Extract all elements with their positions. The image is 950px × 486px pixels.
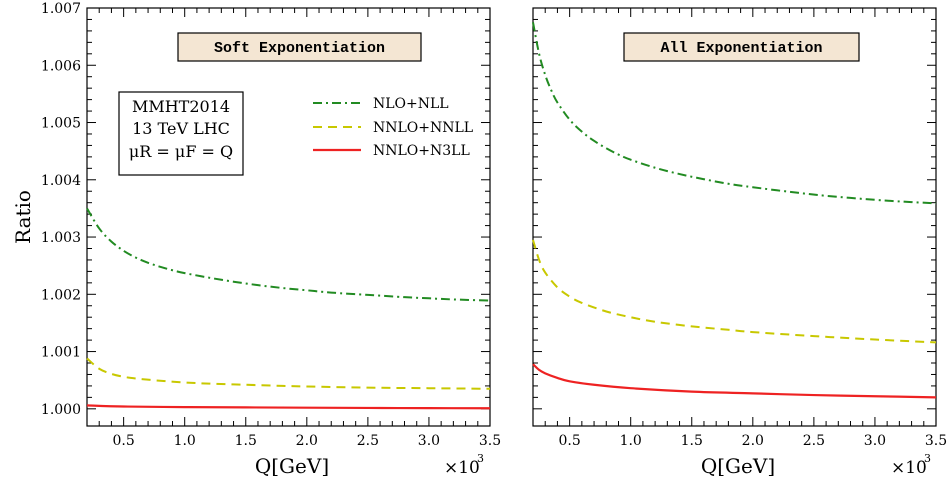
panel-all-exponentiation: 0.5 1.0 1.5 2.0 2.5 3.0 3.5 All Exponentiation…: [532, 7, 948, 478]
y-tick-label: 1.001: [41, 345, 81, 361]
x-tick-label: 3.0: [864, 433, 886, 449]
x-tick-label: 2.5: [357, 433, 379, 449]
legend-label-nlo-nll: NLO+NLL: [373, 96, 449, 112]
title-box: [623, 32, 860, 62]
y-tick-label: 1.003: [41, 230, 81, 246]
legend: NLO+NLL NNLO+NNLL NNLO+N3LL: [313, 96, 473, 159]
x-tick-label: 2.0: [296, 433, 318, 449]
series-line-nlo-nll: [532, 22, 937, 205]
info-line-2: 13 TeV LHC: [132, 119, 230, 138]
y-tick-label: 1.002: [41, 287, 81, 303]
axis-ticks: [532, 7, 937, 426]
x-scale-exponent: 3: [924, 452, 931, 465]
x-tick-label: 3.5: [925, 433, 947, 449]
tick-labels: 0.5 1.0 1.5 2.0 2.5 3.0 3.5: [559, 433, 948, 449]
series-line-nnlo-n3ll: [532, 363, 937, 399]
x-tick-label: 1.0: [620, 433, 642, 449]
legend-label-nnlo-n3ll: NNLO+N3LL: [373, 143, 470, 159]
x-tick-label: 3.0: [418, 433, 440, 449]
x-tick-label: 1.5: [681, 433, 703, 449]
y-tick-label: 1.007: [41, 1, 81, 17]
y-tick-label: 1.000: [41, 402, 81, 418]
y-tick-label: 1.006: [41, 58, 81, 74]
x-tick-label: 0.5: [113, 433, 135, 449]
x-tick-label: 1.0: [174, 433, 196, 449]
panel-title: All Exponentiation: [660, 40, 822, 57]
panel-soft-exponentiation: 0.5 1.0 1.5 2.0 2.5 3.0 3.5 1.000 1.001 1.002 1.00…: [11, 1, 501, 478]
series-line-nnlo-n3ll: [86, 404, 491, 410]
x-tick-label: 1.5: [235, 433, 257, 449]
series-lines: [532, 22, 937, 399]
x-axis-label: Q[GeV]: [255, 454, 329, 478]
title-box: [177, 32, 422, 62]
tick-labels: 0.5 1.0 1.5 2.0 2.5 3.0 3.5 1.000 1.001 1.002 1.00…: [41, 1, 501, 449]
panel-title: Soft Exponentiation: [214, 40, 385, 57]
series-lines: [86, 207, 491, 410]
x-scale-multiplier: ×10: [444, 458, 480, 478]
x-tick-label: 2.0: [742, 433, 764, 449]
axis-ticks: [86, 7, 491, 426]
x-tick-label: 3.5: [479, 433, 501, 449]
x-tick-label: 2.5: [803, 433, 825, 449]
y-tick-label: 1.004: [41, 173, 81, 189]
x-scale-exponent: 3: [477, 452, 484, 465]
x-tick-label: 0.5: [559, 433, 581, 449]
plot-frame: [86, 7, 491, 427]
series-line-nnlo-nnll: [532, 239, 937, 344]
series-line-nnlo-nnll: [86, 357, 491, 390]
y-axis-label: Ratio: [11, 190, 35, 244]
info-box: [118, 91, 244, 176]
series-line-nlo-nll: [86, 207, 491, 302]
info-line-1: MMHT2014: [132, 97, 230, 116]
x-axis-label: Q[GeV]: [701, 454, 775, 478]
legend-label-nnlo-nnll: NNLO+NNLL: [373, 120, 473, 136]
x-scale-multiplier: ×10: [891, 458, 927, 478]
info-line-3: μR = μF = Q: [129, 142, 233, 161]
plot-frame: [532, 7, 937, 427]
y-tick-label: 1.005: [41, 116, 81, 132]
